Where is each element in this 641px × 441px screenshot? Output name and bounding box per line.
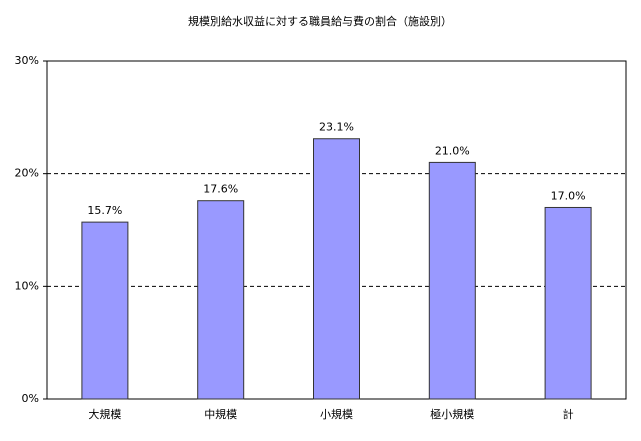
y-tick-label: 0% <box>22 392 39 405</box>
y-tick-label: 20% <box>15 167 39 180</box>
bar <box>544 206 592 400</box>
chart-title: 規模別給水収益に対する職員給与費の割合（施設別） <box>188 14 452 28</box>
x-tick-label: 小規模 <box>320 407 353 421</box>
bar <box>428 161 476 400</box>
value-label: 15.7% <box>87 204 122 217</box>
x-tick-label: 計 <box>563 407 574 421</box>
value-label: 17.0% <box>551 189 586 202</box>
y-tick-label: 10% <box>15 279 39 292</box>
bar <box>313 138 360 400</box>
value-label: 17.6% <box>203 183 238 196</box>
bar <box>81 221 129 400</box>
x-tick-label: 極小規模 <box>430 407 474 421</box>
value-label: 21.0% <box>435 144 470 157</box>
x-tick-label: 中規模 <box>204 407 237 421</box>
bar <box>197 200 245 400</box>
x-tick-label: 大規模 <box>88 407 121 421</box>
value-label: 23.1% <box>319 121 354 134</box>
y-tick-label: 30% <box>15 54 39 67</box>
